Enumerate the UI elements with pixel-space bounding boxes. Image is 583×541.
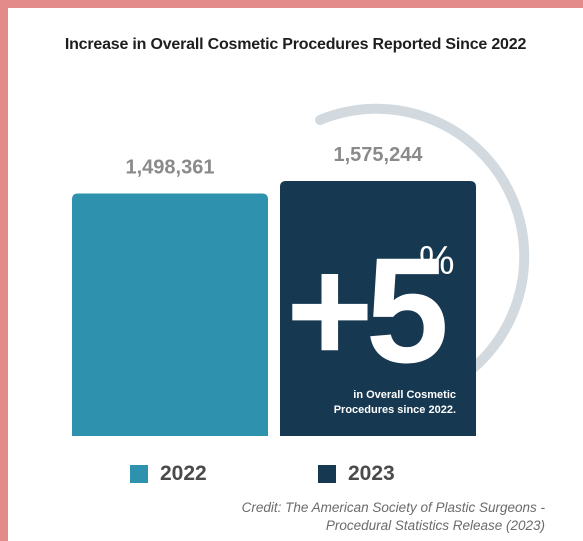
bar-2022 — [72, 193, 268, 436]
value-label-2023: 1,575,244 — [334, 144, 424, 166]
legend-swatch-2022 — [130, 465, 148, 483]
chart-title: Increase in Overall Cosmetic Procedures … — [64, 36, 527, 53]
chart-card: Increase in Overall Cosmetic Procedures … — [8, 8, 583, 541]
credit-line-2: Procedural Statistics Release (2023) — [325, 518, 545, 533]
legend-item-2023: 2023 — [318, 462, 395, 486]
percent-change-value: +5 — [286, 226, 446, 394]
callout-caption-line-1: in Overall Cosmetic — [353, 389, 456, 401]
legend-swatch-2023 — [318, 465, 336, 483]
value-labels-layer: 1,498,361 1,575,244 — [126, 144, 424, 178]
credit-line-1: Credit: The American Society of Plastic … — [241, 500, 545, 515]
decorative-ring — [315, 103, 530, 398]
credit-note: Credit: The American Society of Plastic … — [242, 499, 545, 535]
legend-label-2023: 2023 — [348, 462, 395, 485]
legend-item-2022: 2022 — [130, 462, 207, 486]
value-label-2022: 1,498,361 — [126, 156, 215, 178]
bars-layer — [72, 181, 476, 436]
chart-canvas: 1,498,361 1,575,244 +5 % in Overall Cosme… — [72, 103, 530, 436]
callout-caption-line-2: Procedures since 2022. — [334, 404, 456, 416]
legend-label-2022: 2022 — [160, 462, 207, 485]
percent-sign: % — [419, 239, 455, 283]
bar-2023 — [280, 181, 476, 436]
